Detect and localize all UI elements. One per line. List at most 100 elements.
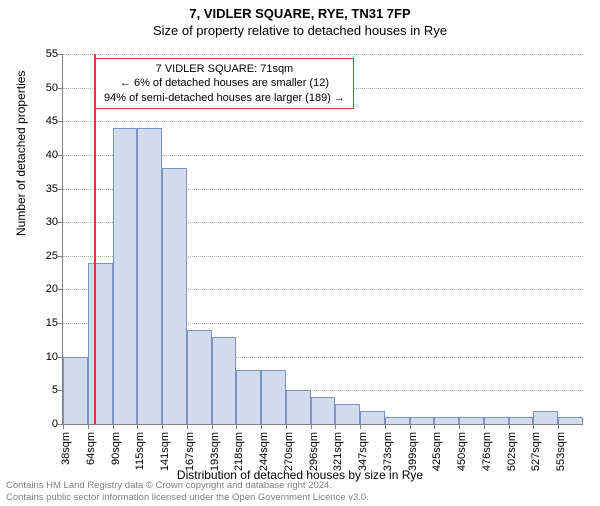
ytick-label: 25 [28, 250, 58, 262]
xtick-label: 450sqm [456, 432, 468, 471]
plot-area: 7 VIDLER SQUARE: 71sqm ← 6% of detached … [62, 54, 583, 425]
ytick-label: 35 [28, 183, 58, 195]
histogram-bar [533, 411, 558, 424]
xtick-mark [484, 424, 485, 429]
ytick-label: 55 [28, 48, 58, 60]
ytick-label: 10 [28, 351, 58, 363]
ytick-mark [57, 323, 62, 324]
xtick-label: 90sqm [110, 432, 122, 465]
xtick-mark [533, 424, 534, 429]
ytick-label: 15 [28, 317, 58, 329]
xtick-mark [63, 424, 64, 429]
xtick-label: 347sqm [357, 432, 369, 471]
chart-subtitle: Size of property relative to detached ho… [0, 23, 600, 38]
xtick-mark [558, 424, 559, 429]
ytick-mark [57, 54, 62, 55]
xtick-mark [360, 424, 361, 429]
histogram-bar [410, 417, 435, 424]
histogram-bar [113, 128, 138, 424]
xtick-mark [162, 424, 163, 429]
xtick-label: 218sqm [233, 432, 245, 471]
xtick-label: 425sqm [431, 432, 443, 471]
bars-group [63, 54, 583, 424]
y-axis-label: Number of detached properties [14, 71, 28, 236]
histogram-bar [360, 411, 385, 424]
histogram-bar [484, 417, 509, 424]
annotation-line1: 7 VIDLER SQUARE: 71sqm [104, 62, 345, 76]
xtick-mark [236, 424, 237, 429]
xtick-label: 193sqm [209, 432, 221, 471]
reference-line-mark [94, 54, 96, 424]
histogram-bar [236, 370, 261, 424]
chart-title: 7, VIDLER SQUARE, RYE, TN31 7FP [0, 6, 600, 21]
histogram-bar [212, 337, 237, 424]
footer-text: Contains HM Land Registry data © Crown c… [6, 480, 369, 504]
annotation-line3: 94% of semi-detached houses are larger (… [104, 91, 345, 105]
histogram-bar [434, 417, 459, 424]
xtick-mark [509, 424, 510, 429]
ytick-mark [57, 424, 62, 425]
ytick-mark [57, 289, 62, 290]
ytick-mark [57, 88, 62, 89]
histogram-bar [261, 370, 286, 424]
xtick-mark [88, 424, 89, 429]
xtick-mark [335, 424, 336, 429]
annotation-box: 7 VIDLER SQUARE: 71sqm ← 6% of detached … [95, 58, 354, 109]
xtick-mark [286, 424, 287, 429]
xtick-mark [113, 424, 114, 429]
xtick-label: 141sqm [159, 432, 171, 471]
xtick-mark [261, 424, 262, 429]
histogram-bar [137, 128, 162, 424]
xtick-mark [385, 424, 386, 429]
histogram-bar [385, 417, 410, 424]
xtick-mark [311, 424, 312, 429]
ytick-label: 40 [28, 149, 58, 161]
xtick-label: 476sqm [481, 432, 493, 471]
xtick-label: 553sqm [555, 432, 567, 471]
xtick-label: 502sqm [506, 432, 518, 471]
ytick-label: 0 [28, 418, 58, 430]
histogram-bar [558, 417, 583, 424]
ytick-mark [57, 256, 62, 257]
ytick-label: 50 [28, 82, 58, 94]
histogram-bar [162, 168, 187, 424]
xtick-label: 399sqm [407, 432, 419, 471]
xtick-mark [212, 424, 213, 429]
ytick-mark [57, 357, 62, 358]
xtick-mark [459, 424, 460, 429]
xtick-mark [187, 424, 188, 429]
xtick-label: 296sqm [308, 432, 320, 471]
xtick-label: 373sqm [382, 432, 394, 471]
ytick-label: 30 [28, 216, 58, 228]
xtick-label: 167sqm [184, 432, 196, 471]
xtick-label: 38sqm [60, 432, 72, 465]
histogram-bar [63, 357, 88, 424]
histogram-bar [286, 390, 311, 424]
histogram-bar [335, 404, 360, 424]
footer-line1: Contains HM Land Registry data © Crown c… [6, 480, 369, 492]
histogram-bar [509, 417, 534, 424]
xtick-label: 244sqm [258, 432, 270, 471]
annotation-line2: ← 6% of detached houses are smaller (12) [104, 76, 345, 90]
xtick-label: 64sqm [85, 432, 97, 465]
ytick-mark [57, 155, 62, 156]
xtick-label: 527sqm [530, 432, 542, 471]
chart-container: 7, VIDLER SQUARE, RYE, TN31 7FP Size of … [0, 6, 600, 506]
footer-line2: Contains public sector information licen… [6, 492, 369, 504]
ytick-label: 20 [28, 283, 58, 295]
histogram-bar [459, 417, 484, 424]
histogram-bar [88, 263, 113, 424]
ytick-label: 5 [28, 384, 58, 396]
histogram-bar [311, 397, 336, 424]
xtick-label: 115sqm [134, 432, 146, 470]
ytick-mark [57, 121, 62, 122]
ytick-mark [57, 189, 62, 190]
xtick-mark [410, 424, 411, 429]
histogram-bar [187, 330, 212, 424]
xtick-label: 321sqm [332, 432, 344, 471]
ytick-mark [57, 390, 62, 391]
xtick-mark [434, 424, 435, 429]
ytick-mark [57, 222, 62, 223]
xtick-label: 270sqm [283, 432, 295, 471]
xtick-mark [137, 424, 138, 429]
